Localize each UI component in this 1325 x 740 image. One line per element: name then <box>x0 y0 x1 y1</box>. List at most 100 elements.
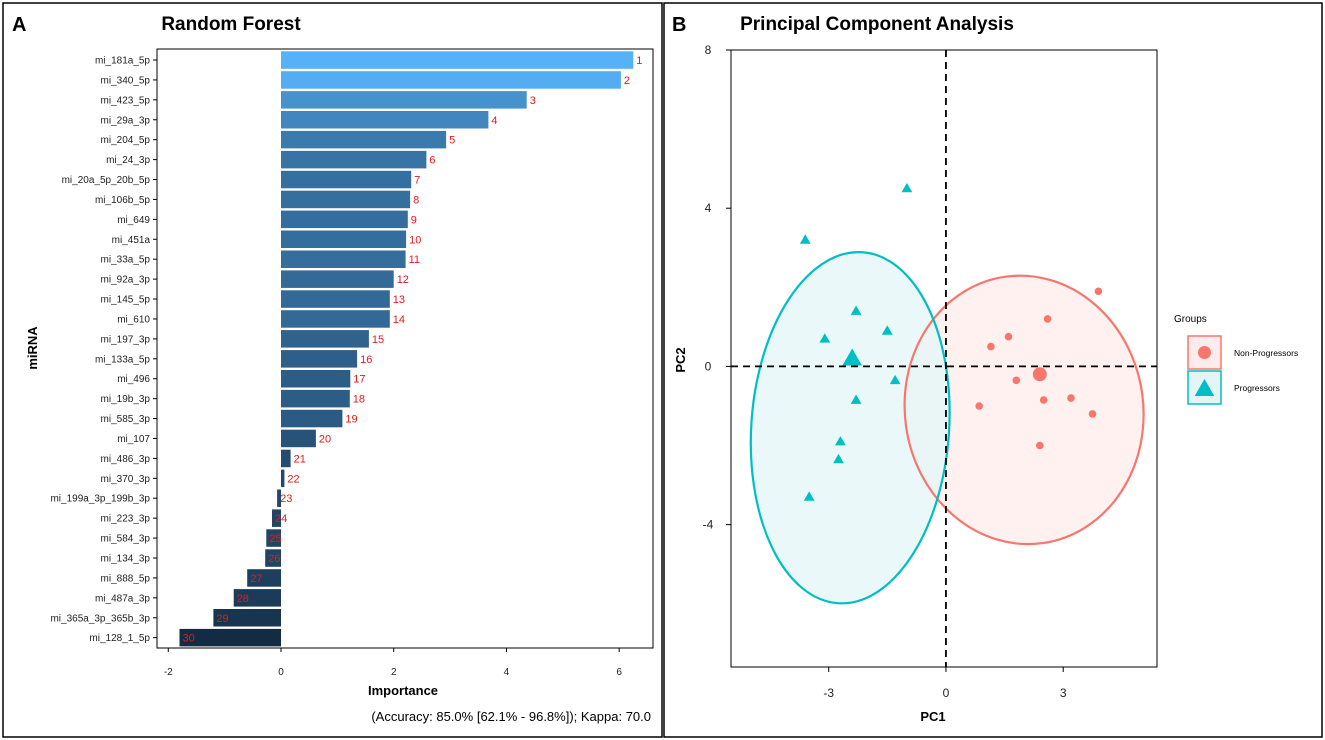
rf-category-label: mi_92a_3p <box>101 275 151 286</box>
pca-y-tick-label: 4 <box>705 201 712 215</box>
centroid-non-progressors <box>1032 367 1047 382</box>
data-point-non-progressor <box>987 342 995 351</box>
data-point-non-progressor <box>1094 287 1103 296</box>
rf-x-tick-label: 0 <box>278 667 284 678</box>
ellipse-outline-non-progressors <box>903 274 1145 546</box>
legend-label: Non-Progressors <box>1234 348 1298 358</box>
data-point-non-progressor <box>975 402 983 410</box>
rf-rank-label: 15 <box>372 334 384 346</box>
panel-b-letter: B <box>672 14 686 36</box>
rf-x-tick-label: -2 <box>164 667 173 678</box>
ellipse-fill-progressors <box>750 252 950 604</box>
rf-rank-label: 17 <box>353 374 365 386</box>
rf-bar-mi_20a_5p_20b_5p <box>281 170 412 189</box>
rf-category-label: mi_33a_5p <box>101 255 151 266</box>
rf-category-label: mi_128_1_5p <box>89 633 150 644</box>
data-point-non-progressor <box>1088 410 1097 418</box>
rf-bar-mi_423_5p <box>281 91 527 109</box>
rf-bar-mi_24_3p <box>281 150 427 169</box>
rf-category-label: mi_370_3p <box>101 474 151 485</box>
rf-rank-label: 21 <box>294 453 306 465</box>
rf-rank-label: 16 <box>360 354 372 366</box>
rf-bar-mi_584_3p <box>266 529 281 547</box>
rf-rank-label: 11 <box>409 254 420 266</box>
pca-chart-title: Principal Component Analysis <box>740 14 1014 35</box>
rf-bar-mi_451a <box>281 230 407 248</box>
panel-a-letter: A <box>12 14 26 36</box>
rf-bar-mi_496 <box>281 370 351 388</box>
rf-bar-mi_107 <box>281 429 316 448</box>
pca-plot-border <box>730 49 1158 668</box>
rf-category-label: mi_585_3p <box>101 414 151 425</box>
rf-rank-label: 1 <box>636 55 642 67</box>
rf-bar-mi_649 <box>281 210 408 229</box>
legend-title: Groups <box>1174 314 1207 325</box>
rf-x-axis: -2 0 2 4 6 <box>164 648 622 678</box>
data-point-non-progressor <box>1039 396 1048 404</box>
rf-x-tick-label: 6 <box>616 667 622 678</box>
rf-bar-mi_370_3p <box>281 469 285 488</box>
rf-category-label: mi_29a_3p <box>101 115 151 126</box>
rf-rank-label: 8 <box>413 194 419 206</box>
rf-rank-label: 3 <box>530 95 536 107</box>
pca-x-tick-label: -3 <box>823 686 834 700</box>
rf-category-label: mi_584_3p <box>101 534 151 545</box>
rf-bar-mi_204_5p <box>281 130 447 149</box>
rf-bar-mi_199a_3p_199b_3p <box>277 489 281 507</box>
rf-rank-label: 23 <box>280 493 292 505</box>
pca-y-tick-label: -4 <box>703 518 714 532</box>
rf-x-tick-label: 2 <box>391 667 397 678</box>
rf-category-label: mi_487a_3p <box>95 593 150 604</box>
rf-category-label: mi_145_5p <box>101 295 151 306</box>
data-point-progressor <box>799 234 811 244</box>
rf-rank-label: 14 <box>393 314 405 326</box>
rf-category-label: mi_19b_3p <box>101 394 151 405</box>
rf-bar-mi_128_1_5p <box>179 628 281 647</box>
centroid-progressors <box>842 348 862 366</box>
rf-rank-label: 19 <box>345 414 357 426</box>
pca-y-tick-label: 8 <box>705 43 712 57</box>
rf-category-label: mi_24_3p <box>106 155 150 166</box>
rf-category-label: mi_496 <box>117 374 150 385</box>
pca-x-tick-label: 3 <box>1060 686 1067 700</box>
rf-category-label: mi_365a_3p_365b_3p <box>50 613 150 624</box>
rf-bar-mi_181a_5p <box>281 51 634 69</box>
rf-category-label: mi_451a <box>112 235 151 246</box>
rf-rank-label: 4 <box>491 115 497 127</box>
rf-rank-label: 20 <box>319 434 331 446</box>
rf-bar-mi_134_3p <box>265 549 281 567</box>
pca-x-tick-label: 0 <box>943 686 950 700</box>
panel-a-frame <box>2 2 663 738</box>
ellipse-outline-progressors <box>749 250 951 605</box>
data-point-progressor <box>901 182 913 193</box>
rf-bar-mi_585_3p <box>281 409 343 428</box>
rf-category-label: mi_649 <box>117 215 150 226</box>
panel-b-pca: B Principal Component Analysis -3 0 3 -4 0 4 8… <box>663 2 1323 738</box>
rf-bar-mi_197_3p <box>281 330 369 348</box>
data-point-progressor <box>889 374 901 385</box>
rf-rank-label: 24 <box>275 513 287 525</box>
data-point-progressor <box>850 394 862 404</box>
rf-category-label: mi_133a_5p <box>95 354 150 365</box>
rf-rank-label: 30 <box>183 633 195 645</box>
data-point-non-progressor <box>1012 376 1021 385</box>
rf-rank-label: 29 <box>216 613 228 625</box>
data-point-progressor <box>850 305 862 315</box>
rf-rank-label: 9 <box>411 214 417 226</box>
rf-category-label: mi_134_3p <box>101 554 151 565</box>
pca-axes: -3 0 3 -4 0 4 8 <box>703 43 1067 700</box>
pca-y-tick-label: 0 <box>705 359 712 373</box>
panel-a-random-forest: A Random Forest mi_181a_5p mi_340_5p mi_42… <box>2 2 663 738</box>
rf-bar-mi_133a_5p <box>281 350 358 368</box>
pca-y-axis-label: PC2 <box>673 347 688 372</box>
rf-rank-label: 25 <box>269 533 281 545</box>
rf-category-label: mi_204_5p <box>101 135 151 146</box>
rf-bar-mi_19b_3p <box>281 389 350 408</box>
rf-category-label: mi_106b_5p <box>95 195 150 206</box>
rf-category-label: mi_199a_3p_199b_3p <box>50 494 150 505</box>
rf-category-label: mi_223_3p <box>101 514 151 525</box>
rf-category-label: mi_197_3p <box>101 334 151 345</box>
pca-legend: Groups Non-Progressors Progressors <box>1174 314 1298 405</box>
rf-bar-mi_106b_5p <box>281 190 411 209</box>
